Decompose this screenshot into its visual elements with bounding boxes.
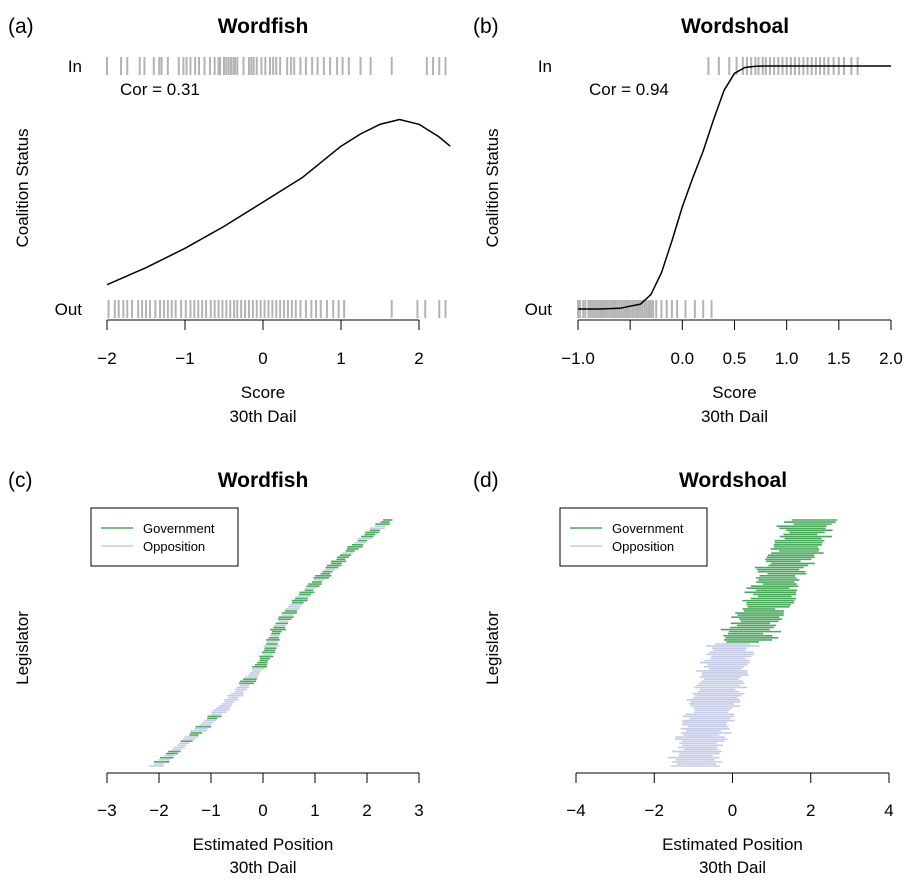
legend-label: Opposition (612, 539, 674, 554)
fitted-curve (578, 65, 891, 310)
x-tick-label: −2 (149, 801, 168, 820)
x-axis-sublabel: 30th Dail (229, 858, 296, 877)
x-tick-label: 2 (414, 349, 423, 368)
x-axis-label: Score (241, 383, 285, 402)
panel-label: (a) (8, 15, 34, 38)
x-tick-label: 2 (362, 801, 371, 820)
x-axis-sublabel: 30th Dail (701, 407, 768, 426)
x-tick-label: 1.0 (775, 349, 799, 368)
y-axis-label: Legislator (13, 611, 32, 685)
x-tick-label: −2 (645, 801, 664, 820)
y-category-out: Out (525, 300, 553, 319)
x-tick-label: 2.0 (879, 349, 903, 368)
x-tick-label: 1 (310, 801, 319, 820)
chart-title: Wordshoal (681, 15, 789, 38)
x-tick-label: 0 (258, 349, 267, 368)
chart-title: Wordfish (218, 469, 309, 492)
x-axis-label: Estimated Position (662, 835, 803, 854)
x-tick-label: −1 (175, 349, 194, 368)
correlation-annotation: Cor = 0.94 (589, 80, 669, 99)
panel-c-wordfish-intervals: (c) Wordfish Legislator −3 −2 −1 0 1 2 3 Estimated… (8, 469, 424, 877)
panel-label: (c) (8, 469, 33, 492)
chart-title: Wordfish (218, 15, 309, 38)
panel-label: (b) (473, 15, 499, 38)
y-axis-label: Coalition Status (13, 128, 32, 247)
x-tick-label: 1 (336, 349, 345, 368)
x-tick-label: −4 (566, 801, 585, 820)
panel-b-wordshoal-rug: (b) Wordshoal Coalition Status −1.0 0.0 0.5 1.… (473, 15, 903, 426)
y-axis-label: Legislator (483, 611, 502, 685)
x-tick-label: 2 (806, 801, 815, 820)
legend-label: Opposition (143, 539, 205, 554)
x-tick-label: 0 (258, 801, 267, 820)
legend-box (90, 507, 239, 567)
panel-label: (d) (473, 469, 499, 492)
legend-label: Government (143, 521, 215, 536)
x-tick-label: −1.0 (561, 349, 595, 368)
x-tick-label: 3 (414, 801, 423, 820)
y-axis-label: Coalition Status (483, 128, 502, 247)
x-tick-label: 0.0 (671, 349, 695, 368)
panel-d-wordshoal-intervals: (d) Wordshoal Legislator −4 −2 0 2 4 Estimated P… (473, 469, 894, 877)
x-tick-label: 0 (728, 801, 737, 820)
x-tick-label: 4 (884, 801, 893, 820)
x-tick-label: 0.5 (723, 349, 747, 368)
y-category-in: In (68, 57, 82, 76)
x-tick-label: 1.5 (827, 349, 851, 368)
x-axis-label: Score (712, 383, 756, 402)
x-axis-sublabel: 30th Dail (699, 858, 766, 877)
chart-title: Wordshoal (679, 469, 787, 492)
y-category-out: Out (55, 300, 83, 319)
legend-label: Government (612, 521, 684, 536)
correlation-annotation: Cor = 0.31 (120, 80, 200, 99)
y-category-in: In (538, 57, 552, 76)
panel-a-wordfish-rug: (a) Wordfish Coalition Status −2 −1 0 1 2 Score 3… (8, 15, 451, 426)
x-tick-label: −3 (97, 801, 116, 820)
fitted-curve (106, 118, 451, 286)
legend-box (559, 507, 708, 567)
x-axis-sublabel: 30th Dail (229, 407, 296, 426)
x-tick-label: −1 (201, 801, 220, 820)
x-tick-label: −2 (97, 349, 116, 368)
x-axis-label: Estimated Position (193, 835, 334, 854)
